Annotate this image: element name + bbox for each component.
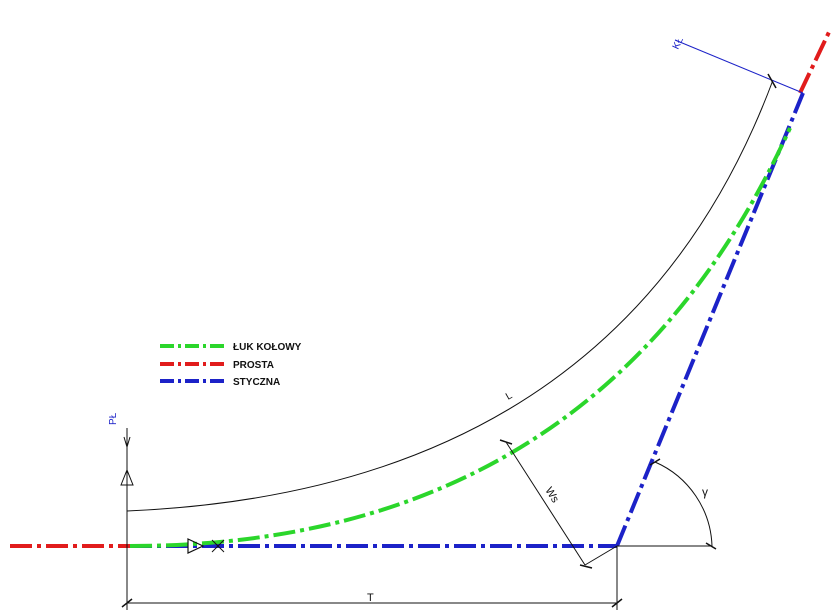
- label-l: L: [504, 390, 515, 403]
- pl-tick-top-2: [126, 436, 131, 448]
- ws-extension-line: [584, 545, 618, 566]
- ws-dimension-line: [505, 441, 586, 566]
- label-kl: KŁ: [671, 35, 686, 51]
- cross-mark-2: [211, 539, 225, 553]
- t-tick-right: [611, 598, 623, 608]
- pl-tick-top: [123, 436, 128, 448]
- t-tick-left: [121, 598, 133, 608]
- red-line-right: [798, 29, 832, 94]
- start-triangle-horizontal: [187, 538, 205, 554]
- ws-tick-top: [499, 439, 513, 445]
- label-t: T: [367, 592, 374, 604]
- arc-length-dimension-line: [126, 79, 774, 512]
- start-triangle-vertical: [120, 468, 134, 486]
- legend: ŁUK KOŁOWY PROSTA STYCZNA: [160, 342, 302, 388]
- label-gamma: γ: [702, 485, 708, 499]
- label-pl: PŁ: [108, 412, 119, 425]
- legend-label-arc: ŁUK KOŁOWY: [233, 342, 302, 353]
- kl-tick: [767, 73, 777, 89]
- gamma-arc: [654, 461, 713, 547]
- ws-tick-bottom: [579, 564, 593, 569]
- legend-label-tangent: STYCZNA: [233, 377, 280, 388]
- kl-extension-line: [674, 39, 804, 94]
- gamma-tick-bottom: [705, 542, 717, 550]
- gamma-tick-top: [649, 458, 661, 466]
- circular-arc: [129, 127, 792, 548]
- legend-label-line: PROSTA: [233, 360, 274, 371]
- tangent-line-2: [615, 92, 805, 547]
